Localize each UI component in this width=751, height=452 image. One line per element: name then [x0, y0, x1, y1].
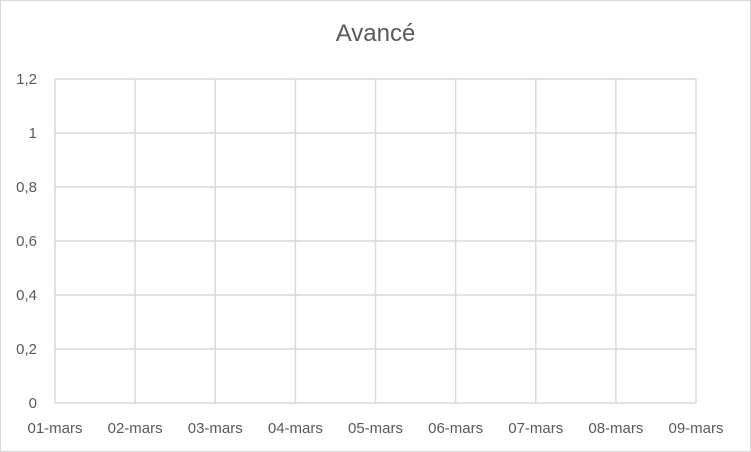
y-tick-label: 0,4: [16, 287, 37, 304]
y-tick-label: 1: [29, 125, 37, 142]
y-tick-label: 0,6: [16, 233, 37, 250]
x-tick-label: 06-mars: [428, 420, 483, 437]
y-tick-label: 0,8: [16, 179, 37, 196]
y-tick-label: 0: [29, 395, 37, 412]
x-tick-label: 02-mars: [108, 420, 163, 437]
y-tick-label: 1,2: [16, 71, 37, 88]
x-tick-label: 01-mars: [27, 420, 82, 437]
x-tick-label: 05-mars: [348, 420, 403, 437]
x-tick-label: 08-mars: [588, 420, 643, 437]
x-tick-label: 03-mars: [188, 420, 243, 437]
chart-title: Avancé: [335, 20, 416, 47]
y-tick-label: 0,2: [16, 341, 37, 358]
x-tick-label: 04-mars: [268, 420, 323, 437]
x-tick-label: 07-mars: [508, 420, 563, 437]
x-tick-label: 09-mars: [668, 420, 723, 437]
